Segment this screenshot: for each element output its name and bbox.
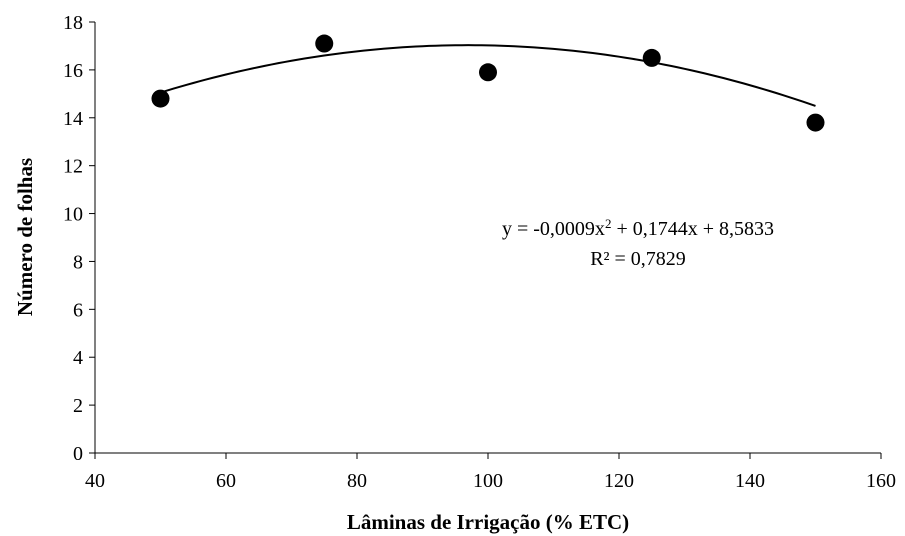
axes-layer: 0 2 4 6 8 10 12 14 16 18 40 60 80 100 120 140 160	[63, 12, 896, 492]
x-tick-label: 140	[735, 470, 765, 492]
r-squared-label: R² = 0,7829	[590, 248, 686, 270]
x-tick-label: 60	[216, 470, 236, 492]
y-tick-label: 2	[73, 395, 83, 417]
y-tick-label: 6	[73, 299, 83, 321]
x-tick-label: 80	[347, 470, 367, 492]
data-point	[151, 89, 170, 108]
data-point	[479, 63, 497, 82]
y-axis-ticks: 0 2 4 6 8 10 12 14 16 18	[63, 12, 95, 465]
y-axis-title: Número de folhas	[13, 158, 37, 316]
x-axis-title: Lâminas de Irrigação (% ETC)	[347, 510, 629, 534]
data-points	[151, 34, 825, 132]
x-axis-ticks: 40 60 80 100 120 140 160	[85, 453, 896, 492]
y-tick-label: 14	[63, 108, 83, 130]
y-tick-label: 18	[63, 12, 83, 34]
data-point	[806, 113, 825, 132]
x-tick-label: 40	[85, 470, 105, 492]
y-tick-label: 8	[73, 251, 83, 273]
x-tick-label: 120	[604, 470, 634, 492]
x-tick-label: 100	[473, 470, 503, 492]
y-tick-label: 0	[73, 443, 83, 465]
data-point	[315, 34, 334, 53]
trendline	[160, 44, 816, 107]
y-tick-label: 10	[63, 204, 83, 226]
x-tick-label: 160	[866, 470, 896, 492]
y-tick-label: 12	[63, 156, 83, 178]
y-tick-label: 16	[63, 60, 83, 82]
equation-label: y = -0,0009x2 + 0,1744x + 8,5833	[502, 216, 774, 240]
y-tick-label: 4	[73, 347, 83, 369]
data-point	[642, 48, 661, 67]
